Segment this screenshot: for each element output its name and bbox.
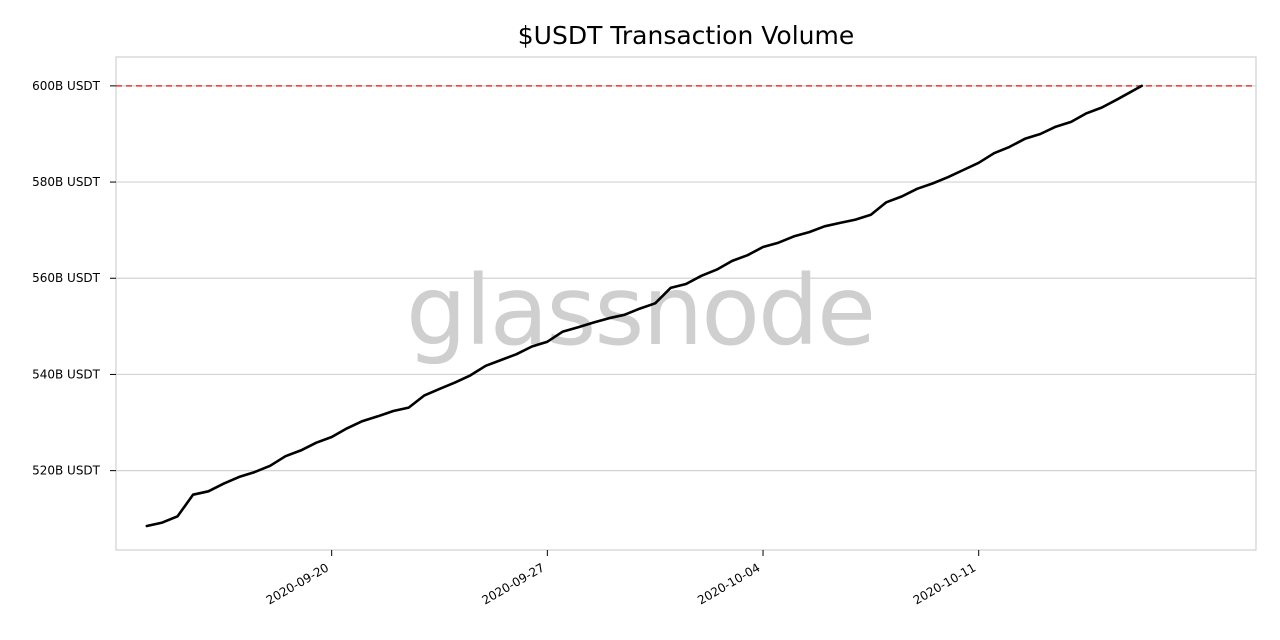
series-layer xyxy=(145,84,1143,528)
y-tick-label-2: 560B USDT xyxy=(32,271,101,285)
y-tick-label-0: 520B USDT xyxy=(32,464,101,478)
x-tick-label-3: 2020-10-11 xyxy=(911,560,978,607)
chart-title: $USDT Transaction Volume xyxy=(518,21,855,50)
watermark-logo: glassnode xyxy=(406,255,874,367)
y-axis: 520B USDT 540B USDT 560B USDT 580B USDT 600B… xyxy=(32,79,116,478)
y-tick-label-3: 580B USDT xyxy=(32,175,101,189)
series-line-0 xyxy=(145,84,1143,528)
x-tick-label-0: 2020-09-20 xyxy=(264,560,331,607)
x-tick-label-1: 2020-09-27 xyxy=(479,560,546,607)
y-tick-label-4: 600B USDT xyxy=(32,79,101,93)
x-axis: 2020-09-20 2020-09-27 2020-10-04 2020-10-11 xyxy=(264,550,980,607)
y-tick-label-1: 540B USDT xyxy=(32,367,101,381)
plot-area xyxy=(115,56,1257,551)
x-tick-label-2: 2020-10-04 xyxy=(695,560,762,607)
